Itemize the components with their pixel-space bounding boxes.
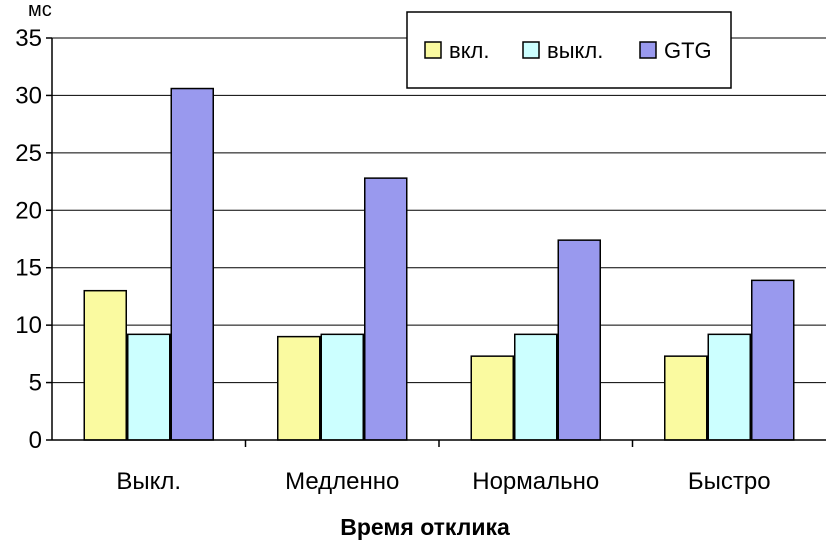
bar bbox=[364, 177, 408, 441]
y-tick-label: 10 bbox=[15, 312, 42, 339]
legend-box bbox=[406, 11, 732, 89]
legend-label: вкл. bbox=[449, 38, 490, 63]
bars bbox=[83, 87, 795, 441]
bar bbox=[320, 333, 364, 441]
y-tick-label: 0 bbox=[29, 427, 42, 454]
legend-swatch bbox=[424, 41, 442, 59]
bar bbox=[664, 355, 708, 441]
y-tick-label: 5 bbox=[29, 370, 42, 397]
legend-swatch bbox=[522, 41, 540, 59]
category-label: Быстро bbox=[688, 468, 771, 495]
bar bbox=[751, 279, 795, 441]
legend-label: выкл. bbox=[547, 38, 603, 63]
y-tick-label: 20 bbox=[15, 197, 42, 224]
y-tick-label: 30 bbox=[15, 82, 42, 109]
category-label: Нормально bbox=[472, 468, 599, 495]
gridlines bbox=[52, 37, 826, 384]
bar bbox=[707, 333, 751, 441]
bar bbox=[170, 87, 214, 441]
x-axis-title: Время отклика bbox=[340, 514, 510, 540]
legend-label: GTG bbox=[664, 38, 712, 63]
bar bbox=[83, 289, 127, 441]
y-tick-label: 15 bbox=[15, 255, 42, 282]
category-labels: Выкл. Медленно Нормально Быстро bbox=[116, 440, 771, 495]
y-tick-label: 25 bbox=[15, 140, 42, 167]
bar bbox=[514, 333, 558, 441]
y-axis-unit-label: мс bbox=[28, 0, 52, 21]
y-axis-ticks: 0 5 10 15 20 25 30 35 bbox=[15, 25, 52, 454]
y-tick-label: 35 bbox=[15, 25, 42, 52]
legend-swatch bbox=[639, 41, 657, 59]
bar bbox=[127, 333, 171, 441]
category-label: Выкл. bbox=[116, 468, 181, 495]
bar bbox=[277, 335, 321, 441]
legend: вкл. выкл. GTG bbox=[406, 11, 732, 89]
category-label: Медленно bbox=[285, 468, 399, 495]
bar bbox=[470, 355, 514, 441]
bar bbox=[557, 239, 601, 441]
